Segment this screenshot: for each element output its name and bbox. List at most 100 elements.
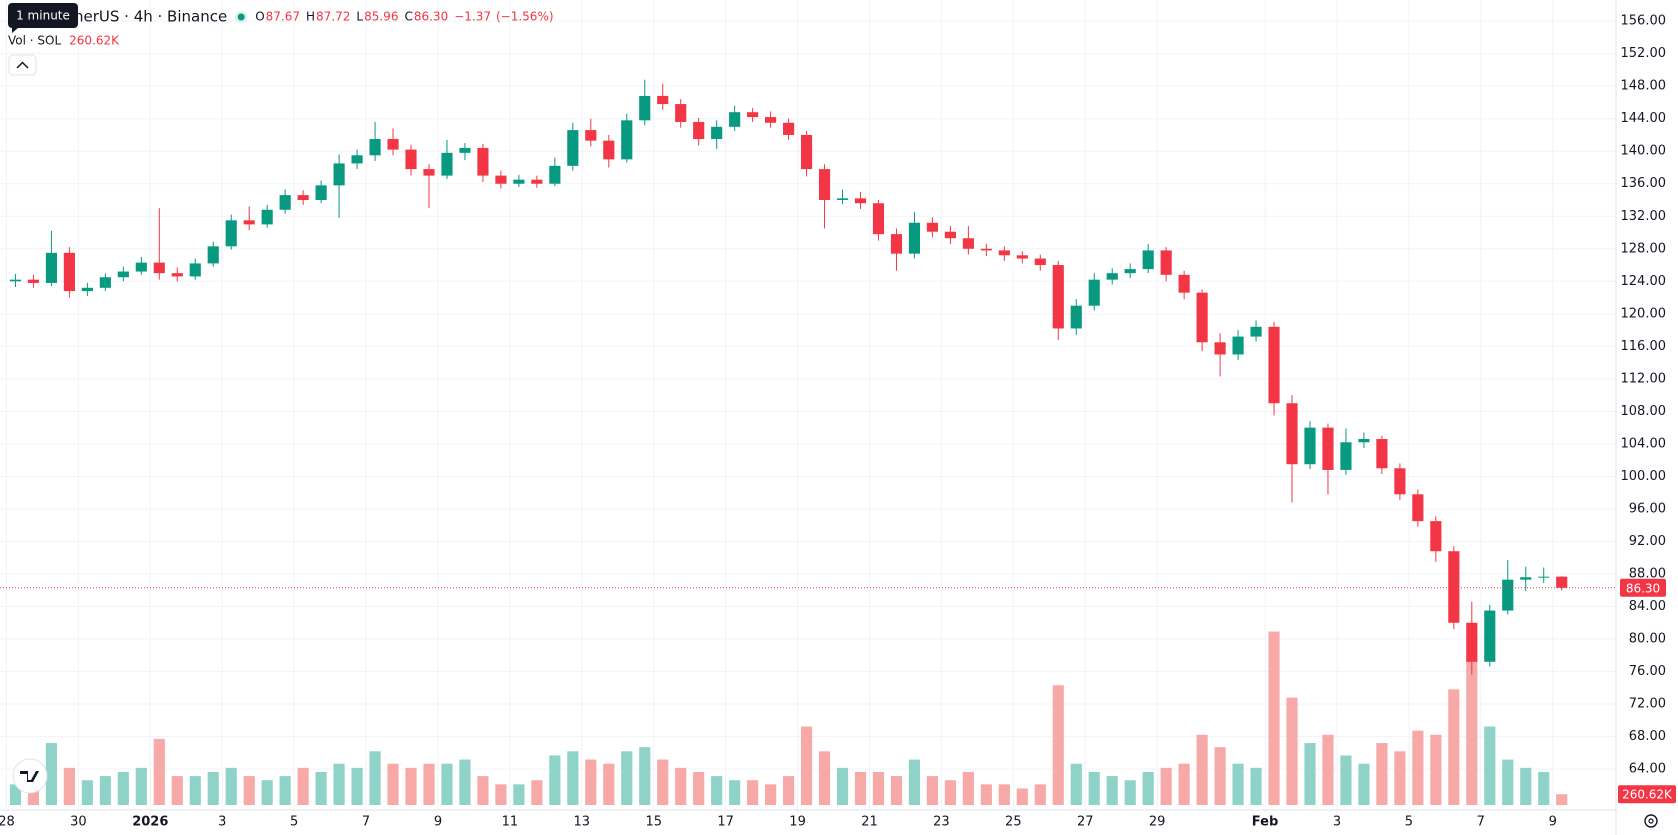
candle-body [225, 220, 237, 247]
x-tick-label: 27 [1077, 815, 1094, 830]
candle-body [1160, 250, 1172, 275]
volume-bar [351, 767, 363, 805]
volume-bar [333, 763, 345, 805]
x-tick-label: Feb [1252, 815, 1278, 830]
candle-body [872, 203, 885, 235]
x-tick-label: 5 [290, 815, 298, 830]
settings-icon[interactable] [1644, 814, 1658, 828]
volume-bar [1340, 755, 1352, 805]
volume-bar [63, 767, 75, 805]
volume-bar [1178, 763, 1190, 805]
volume-bar [459, 759, 471, 805]
y-tick-label: 120.00 [1621, 306, 1667, 321]
candle-body [1430, 521, 1442, 552]
status-dot-core [237, 13, 245, 21]
volume-tag [1618, 785, 1676, 804]
candle-body [1286, 403, 1298, 465]
legend-key: L [356, 10, 363, 24]
volume-bar [1394, 751, 1406, 805]
volume-bar [1196, 734, 1208, 805]
candle-body [1178, 274, 1190, 293]
y-tick-label: 104.00 [1621, 436, 1667, 451]
y-tick-label: 92.00 [1629, 534, 1666, 549]
y-tick-label: 128.00 [1621, 241, 1667, 256]
x-tick-label: 17 [717, 815, 734, 830]
volume-bar [1358, 763, 1370, 805]
candle-body [1052, 265, 1064, 329]
volume-bar [926, 776, 938, 805]
candle-body [621, 120, 633, 160]
candle-body [1376, 439, 1388, 469]
candle-body [423, 169, 435, 176]
candle-body [1556, 576, 1568, 588]
volume-bar [1484, 726, 1496, 805]
volume-bar [1322, 734, 1334, 805]
x-tick-label: 3 [218, 815, 226, 830]
candle-body [1070, 305, 1082, 329]
candle-body [1268, 326, 1280, 404]
candle-body [1538, 576, 1550, 578]
volume-bar [1412, 730, 1424, 805]
y-tick-label: 124.00 [1621, 274, 1667, 289]
candle-body [1322, 427, 1334, 470]
y-tick-label: 156.00 [1621, 14, 1667, 29]
collapse-icon [16, 61, 29, 69]
candle-body [549, 165, 561, 184]
volume-bar [729, 780, 741, 805]
collapse-button[interactable] [8, 54, 37, 76]
candle-body [1394, 468, 1406, 495]
volume-bar [908, 759, 921, 805]
volume-bar [1232, 763, 1244, 805]
volume-bar [261, 780, 273, 805]
candle-layer [9, 79, 1568, 675]
overlay-layer: 64.00 68.00 72.00 76.00 80.00 84.00 88.00 92.00… [0, 3, 1676, 830]
candle-body [297, 195, 309, 200]
y-tick-label: 148.00 [1621, 79, 1667, 94]
y-tick-label: 112.00 [1621, 371, 1667, 386]
volume-bar [747, 780, 759, 805]
candle-body [1016, 255, 1028, 259]
volume-bar [225, 767, 237, 805]
x-tick-label: 9 [434, 815, 442, 830]
candle-body [135, 262, 147, 272]
candle-body [333, 163, 345, 186]
candle-body [980, 248, 992, 251]
volume-bar [297, 767, 309, 805]
x-tick-label: 29 [1149, 815, 1166, 830]
candle-body [1448, 551, 1460, 623]
candle-body [1412, 494, 1424, 522]
volume-bar [387, 763, 399, 805]
candle-body [1520, 577, 1532, 580]
candle-body [171, 273, 183, 277]
last-price-label: 86.30 [1626, 581, 1660, 595]
candle-body [657, 95, 669, 105]
volume-bar [1070, 763, 1082, 805]
x-tick-label: 13 [574, 815, 591, 830]
settings-icon-center [1648, 818, 1654, 824]
volume-bar [1016, 788, 1028, 805]
volume-bar [153, 738, 165, 805]
candle-body [1214, 342, 1226, 355]
volume-bar [585, 759, 597, 805]
candle-body [369, 139, 381, 156]
logo-badge[interactable] [12, 758, 48, 794]
x-tick-label: 21 [861, 815, 878, 830]
x-tick-label: 30 [70, 815, 87, 830]
volume-bar [711, 776, 723, 805]
y-tick-label: 72.00 [1629, 697, 1666, 712]
y-tick-label: 100.00 [1621, 469, 1667, 484]
y-tick-label: 136.00 [1621, 176, 1667, 191]
x-tick-label: 23 [933, 815, 950, 830]
candle-body [1124, 269, 1136, 274]
logo [20, 771, 39, 782]
candle-body [998, 250, 1010, 256]
volume-bar [1106, 776, 1118, 805]
candle-body [675, 104, 687, 122]
volume-bar [836, 767, 849, 805]
candle-body [1502, 579, 1514, 611]
candle-body [1088, 279, 1100, 306]
y-tick-label: 96.00 [1629, 501, 1666, 516]
candle-body [854, 198, 867, 204]
